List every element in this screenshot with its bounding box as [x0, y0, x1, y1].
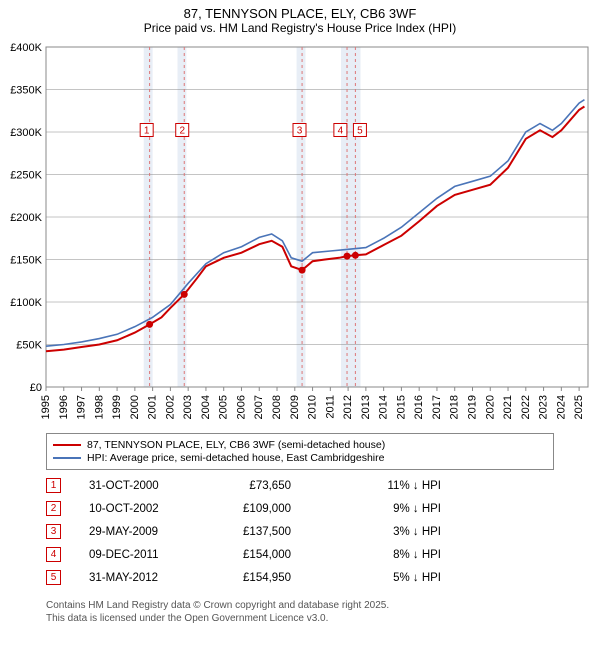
- footer-line1: Contains HM Land Registry data © Crown c…: [46, 599, 554, 612]
- svg-text:2022: 2022: [520, 395, 532, 419]
- legend: 87, TENNYSON PLACE, ELY, CB6 3WF (semi-d…: [46, 433, 554, 470]
- row-diff: 11% ↓ HPI: [331, 480, 441, 492]
- table-row: 131-OCT-2000£73,65011% ↓ HPI: [46, 474, 554, 497]
- table-row: 531-MAY-2012£154,9505% ↓ HPI: [46, 566, 554, 589]
- table-row: 329-MAY-2009£137,5003% ↓ HPI: [46, 520, 554, 543]
- svg-text:£150K: £150K: [10, 255, 42, 267]
- svg-text:£0: £0: [30, 382, 42, 394]
- row-diff: 5% ↓ HPI: [331, 572, 441, 584]
- svg-text:2017: 2017: [431, 395, 443, 419]
- row-marker: 3: [46, 524, 61, 539]
- row-diff: 3% ↓ HPI: [331, 526, 441, 538]
- svg-text:£300K: £300K: [10, 127, 42, 139]
- svg-text:3: 3: [297, 126, 303, 137]
- svg-text:£50K: £50K: [16, 340, 42, 352]
- footer: Contains HM Land Registry data © Crown c…: [46, 599, 554, 625]
- legend-label: 87, TENNYSON PLACE, ELY, CB6 3WF (semi-d…: [87, 439, 385, 451]
- svg-text:2005: 2005: [218, 395, 230, 419]
- row-date: 10-OCT-2002: [61, 503, 201, 515]
- chart-subtitle: Price paid vs. HM Land Registry's House …: [0, 21, 600, 39]
- row-marker: 1: [46, 478, 61, 493]
- row-price: £137,500: [201, 526, 331, 538]
- svg-text:1997: 1997: [76, 395, 88, 419]
- svg-text:2016: 2016: [413, 395, 425, 419]
- svg-text:2019: 2019: [466, 395, 478, 419]
- legend-item: 87, TENNYSON PLACE, ELY, CB6 3WF (semi-d…: [53, 439, 547, 451]
- svg-text:2012: 2012: [342, 395, 354, 419]
- svg-text:2015: 2015: [395, 395, 407, 419]
- svg-text:2006: 2006: [235, 395, 247, 419]
- row-date: 09-DEC-2011: [61, 549, 201, 561]
- svg-text:2004: 2004: [200, 395, 212, 419]
- svg-text:1995: 1995: [40, 395, 52, 419]
- legend-swatch: [53, 457, 81, 459]
- chart-area: £0 £50K £100K £150K £200K £250K £300K £350K £400…: [0, 39, 600, 429]
- svg-text:2013: 2013: [360, 395, 372, 419]
- svg-text:2000: 2000: [129, 395, 141, 419]
- svg-text:£250K: £250K: [10, 170, 42, 182]
- row-price: £109,000: [201, 503, 331, 515]
- svg-text:2024: 2024: [555, 395, 567, 419]
- svg-text:1996: 1996: [58, 395, 70, 419]
- svg-text:2007: 2007: [253, 395, 265, 419]
- svg-text:2: 2: [179, 126, 185, 137]
- svg-text:2009: 2009: [289, 395, 301, 419]
- row-diff: 8% ↓ HPI: [331, 549, 441, 561]
- svg-text:2025: 2025: [573, 395, 585, 419]
- svg-text:2010: 2010: [307, 395, 319, 419]
- svg-text:£350K: £350K: [10, 85, 42, 97]
- row-price: £154,950: [201, 572, 331, 584]
- row-marker: 4: [46, 547, 61, 562]
- table-row: 210-OCT-2002£109,0009% ↓ HPI: [46, 497, 554, 520]
- svg-text:£200K: £200K: [10, 212, 42, 224]
- svg-text:2020: 2020: [484, 395, 496, 419]
- svg-text:4: 4: [338, 126, 344, 137]
- row-date: 31-OCT-2000: [61, 480, 201, 492]
- svg-text:£400K: £400K: [10, 42, 42, 54]
- legend-swatch: [53, 444, 81, 446]
- svg-text:2008: 2008: [271, 395, 283, 419]
- chart-title: 87, TENNYSON PLACE, ELY, CB6 3WF: [0, 0, 600, 21]
- legend-label: HPI: Average price, semi-detached house,…: [87, 452, 384, 464]
- row-price: £154,000: [201, 549, 331, 561]
- legend-item: HPI: Average price, semi-detached house,…: [53, 452, 547, 464]
- row-marker: 2: [46, 501, 61, 516]
- svg-text:2002: 2002: [164, 395, 176, 419]
- svg-text:2001: 2001: [147, 395, 159, 419]
- row-date: 31-MAY-2012: [61, 572, 201, 584]
- svg-text:5: 5: [357, 126, 363, 137]
- row-date: 29-MAY-2009: [61, 526, 201, 538]
- sales-table: 131-OCT-2000£73,65011% ↓ HPI210-OCT-2002…: [46, 474, 554, 589]
- svg-text:1999: 1999: [111, 395, 123, 419]
- table-row: 409-DEC-2011£154,0008% ↓ HPI: [46, 543, 554, 566]
- svg-text:1998: 1998: [93, 395, 105, 419]
- svg-text:2021: 2021: [502, 395, 514, 419]
- svg-text:2003: 2003: [182, 395, 194, 419]
- row-diff: 9% ↓ HPI: [331, 503, 441, 515]
- svg-text:£100K: £100K: [10, 297, 42, 309]
- svg-text:2018: 2018: [449, 395, 461, 419]
- svg-text:2011: 2011: [324, 395, 336, 419]
- row-price: £73,650: [201, 480, 331, 492]
- svg-text:2014: 2014: [378, 395, 390, 419]
- svg-text:2023: 2023: [538, 395, 550, 419]
- footer-line2: This data is licensed under the Open Gov…: [46, 612, 554, 625]
- svg-text:1: 1: [144, 126, 150, 137]
- row-marker: 5: [46, 570, 61, 585]
